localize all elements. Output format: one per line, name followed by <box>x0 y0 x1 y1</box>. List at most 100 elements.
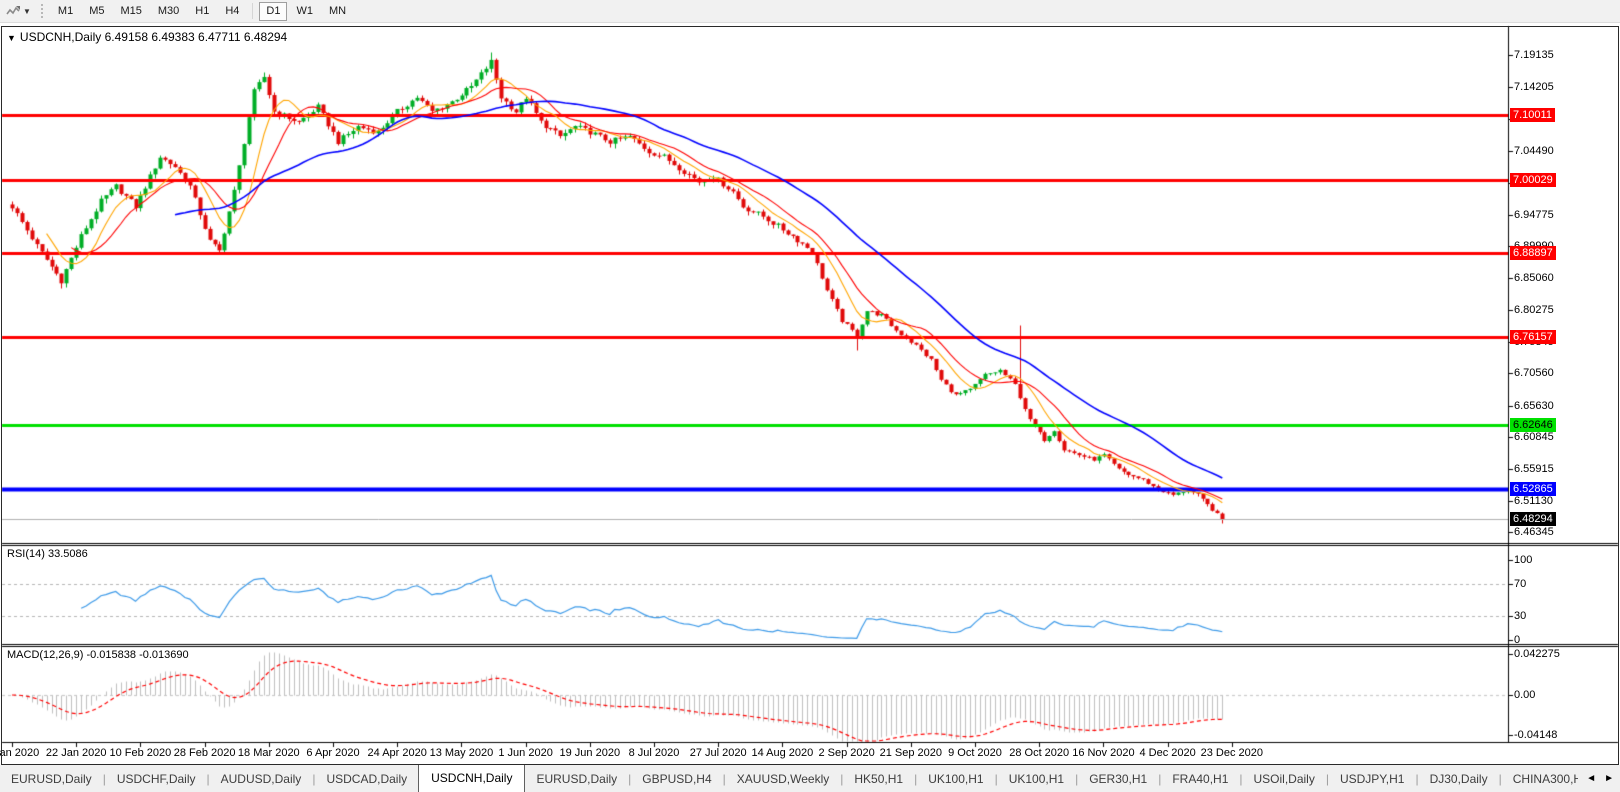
macd-indicator-label: MACD(12,26,9) -0.015838 -0.013690 <box>7 649 189 661</box>
tab-separator: | <box>994 772 998 786</box>
date-axis-label: 10 Feb 2020 <box>109 747 172 759</box>
timeframe-button-m5[interactable]: M5 <box>82 2 111 21</box>
chart-tab-audusd-daily[interactable]: AUDUSD,Daily <box>220 772 302 786</box>
macd-axis-tick: -0.04148 <box>1514 729 1558 742</box>
level-price-label: 6.52865 <box>1510 482 1556 497</box>
date-axis-label: 6 Apr 2020 <box>306 747 360 759</box>
price-axis-tick: 6.70560 <box>1514 367 1554 380</box>
timeframe-button-mn[interactable]: MN <box>322 2 353 21</box>
chart-tab-usdcad-daily[interactable]: USDCAD,Daily <box>326 772 408 786</box>
chart-tab-uk100-h1[interactable]: UK100,H1 <box>928 772 984 786</box>
tab-separator: | <box>628 772 632 786</box>
timeframe-button-m1[interactable]: M1 <box>51 2 80 21</box>
rsi-axis-tick: 100 <box>1514 554 1533 566</box>
timeframe-toolbar: ▼ M1 M5 M15 M30 H1 H4 D1 W1 MN <box>0 0 1620 23</box>
price-axis-tick: 6.65630 <box>1514 399 1554 412</box>
date-axis-label: 21 Sep 2020 <box>879 747 942 759</box>
timeframe-button-w1[interactable]: W1 <box>289 2 320 21</box>
tab-separator: | <box>1239 772 1243 786</box>
rsi-axis-tick: 0 <box>1514 634 1521 646</box>
rsi-indicator-label: RSI(14) 33.5086 <box>7 548 88 560</box>
tab-separator: | <box>1075 772 1079 786</box>
tab-separator: | <box>1325 772 1329 786</box>
date-axis-label: 22 Jan 2020 <box>45 747 107 759</box>
date-axis-label: 2 Sep 2020 <box>818 747 875 759</box>
date-axis-label: 8 Jul 2020 <box>628 747 680 759</box>
tab-scroll-arrows: ◄ ► <box>1578 765 1620 792</box>
timeframe-button-h1[interactable]: H1 <box>188 2 216 21</box>
price-axis-tick: 6.94775 <box>1514 208 1554 221</box>
chart-tab-dj30-daily[interactable]: DJ30,Daily <box>1429 772 1488 786</box>
price-axis-tick: 6.85060 <box>1514 272 1554 285</box>
current-price-label: 6.48294 <box>1510 512 1556 527</box>
price-axis-tick: 6.46345 <box>1514 525 1554 538</box>
chart-tab-bar: EURUSD,Daily | USDCHF,Daily | AUDUSD,Daily | U… <box>0 765 1620 792</box>
chart-ohlc-values: 6.49158 6.49383 6.47711 6.48294 <box>104 30 288 44</box>
price-axis-tick: 6.51130 <box>1514 494 1553 507</box>
price-axis-tick: 7.19135 <box>1514 49 1554 61</box>
tab-separator: | <box>206 772 210 786</box>
macd-axis-tick: 0.042275 <box>1514 647 1560 660</box>
chart-symbol-period: USDCNH,Daily <box>19 30 102 44</box>
chart-tab-usdchf-daily[interactable]: USDCHF,Daily <box>116 772 196 786</box>
chart-tab-gbpusd-h4[interactable]: GBPUSD,H4 <box>642 772 712 786</box>
level-price-label: 6.62646 <box>1510 418 1556 433</box>
chart-tab-fra40-h1[interactable]: FRA40,H1 <box>1172 772 1229 786</box>
timeframe-button-m15[interactable]: M15 <box>113 2 148 21</box>
tab-separator: | <box>1415 772 1419 786</box>
chart-tab-xauusd-weekly[interactable]: XAUUSD,Weekly <box>736 772 830 786</box>
tab-separator: | <box>1158 772 1162 786</box>
level-price-label: 7.10011 <box>1510 107 1555 122</box>
timeframe-button-d1[interactable]: D1 <box>259 1 288 21</box>
timeframe-button-h4[interactable]: H4 <box>218 2 246 21</box>
rsi-axis-tick: 30 <box>1514 610 1527 622</box>
level-price-label: 6.76157 <box>1510 329 1556 344</box>
date-axis-label: 16 Nov 2020 <box>1072 747 1135 759</box>
price-axis-tick: 7.04490 <box>1514 144 1554 157</box>
chart-tab-eurusd-daily[interactable]: EURUSD,Daily <box>11 772 92 786</box>
chart-icon[interactable] <box>4 3 22 19</box>
date-axis-label: 9 Oct 2020 <box>948 747 1002 759</box>
title-dropdown-icon[interactable]: ▼ <box>7 33 16 43</box>
level-price-label: 7.00029 <box>1510 173 1556 188</box>
date-axis-label: 4 Dec 2020 <box>1139 747 1196 759</box>
date-axis-label: 28 Oct 2020 <box>1009 747 1070 759</box>
chart-tab-uk100-h1[interactable]: UK100,H1 <box>1008 772 1065 786</box>
chart-tab-ger30-h1[interactable]: GER30,H1 <box>1089 772 1148 786</box>
tab-scroll-right-button[interactable]: ► <box>1604 773 1614 784</box>
chart-tab-eurusd-daily[interactable]: EURUSD,Daily <box>536 772 618 786</box>
price-axis-tick: 7.14205 <box>1514 81 1554 94</box>
chart-tab-usoil-daily[interactable]: USOil,Daily <box>1253 772 1315 786</box>
chart-tab-china300-h1[interactable]: CHINA300,H1 <box>1512 772 1589 786</box>
macd-axis-tick: 0.00 <box>1514 689 1536 701</box>
date-axis-label: 13 May 2020 <box>429 747 494 759</box>
date-axis-label: 18 Mar 2020 <box>237 747 300 759</box>
price-axis-tick: 6.80275 <box>1514 303 1554 316</box>
date-axis-label: 28 Feb 2020 <box>173 747 236 759</box>
chart-tab-usdjpy-h1[interactable]: USDJPY,H1 <box>1339 772 1405 786</box>
tab-separator: | <box>1498 772 1502 786</box>
toolbar-grip[interactable] <box>40 4 43 18</box>
chart-tab-usdcnh-daily[interactable]: USDCNH,Daily <box>418 765 526 792</box>
price-axis-tick: 6.60845 <box>1514 430 1554 443</box>
date-axis-label: 24 Apr 2020 <box>367 747 427 759</box>
price-axis-tick: 6.55915 <box>1514 463 1554 476</box>
chart-dropdown-icon[interactable]: ▼ <box>23 6 31 16</box>
tab-separator: | <box>840 772 844 786</box>
tab-separator: | <box>914 772 918 786</box>
chart-title: ▼ USDCNH,Daily 6.49158 6.49383 6.47711 6.… <box>7 30 287 44</box>
tab-scroll-left-button[interactable]: ◄ <box>1586 773 1597 784</box>
rsi-axis-tick: 70 <box>1514 578 1527 590</box>
tab-separator: | <box>312 772 316 786</box>
timeframe-button-m30[interactable]: M30 <box>151 2 186 21</box>
level-price-label: 6.88897 <box>1510 246 1556 261</box>
date-axis-label: 14 Aug 2020 <box>751 747 814 759</box>
date-axis-label: 1 Jun 2020 <box>498 747 553 759</box>
tab-separator: | <box>102 772 106 786</box>
date-axis-label: 3 Jan 2020 <box>0 747 40 759</box>
toolbar-separator <box>252 3 254 19</box>
timeframe-buttons: M1 M5 M15 M30 H1 H4 D1 W1 MN <box>50 1 354 21</box>
chart-tab-hk50-h1[interactable]: HK50,H1 <box>854 772 904 786</box>
